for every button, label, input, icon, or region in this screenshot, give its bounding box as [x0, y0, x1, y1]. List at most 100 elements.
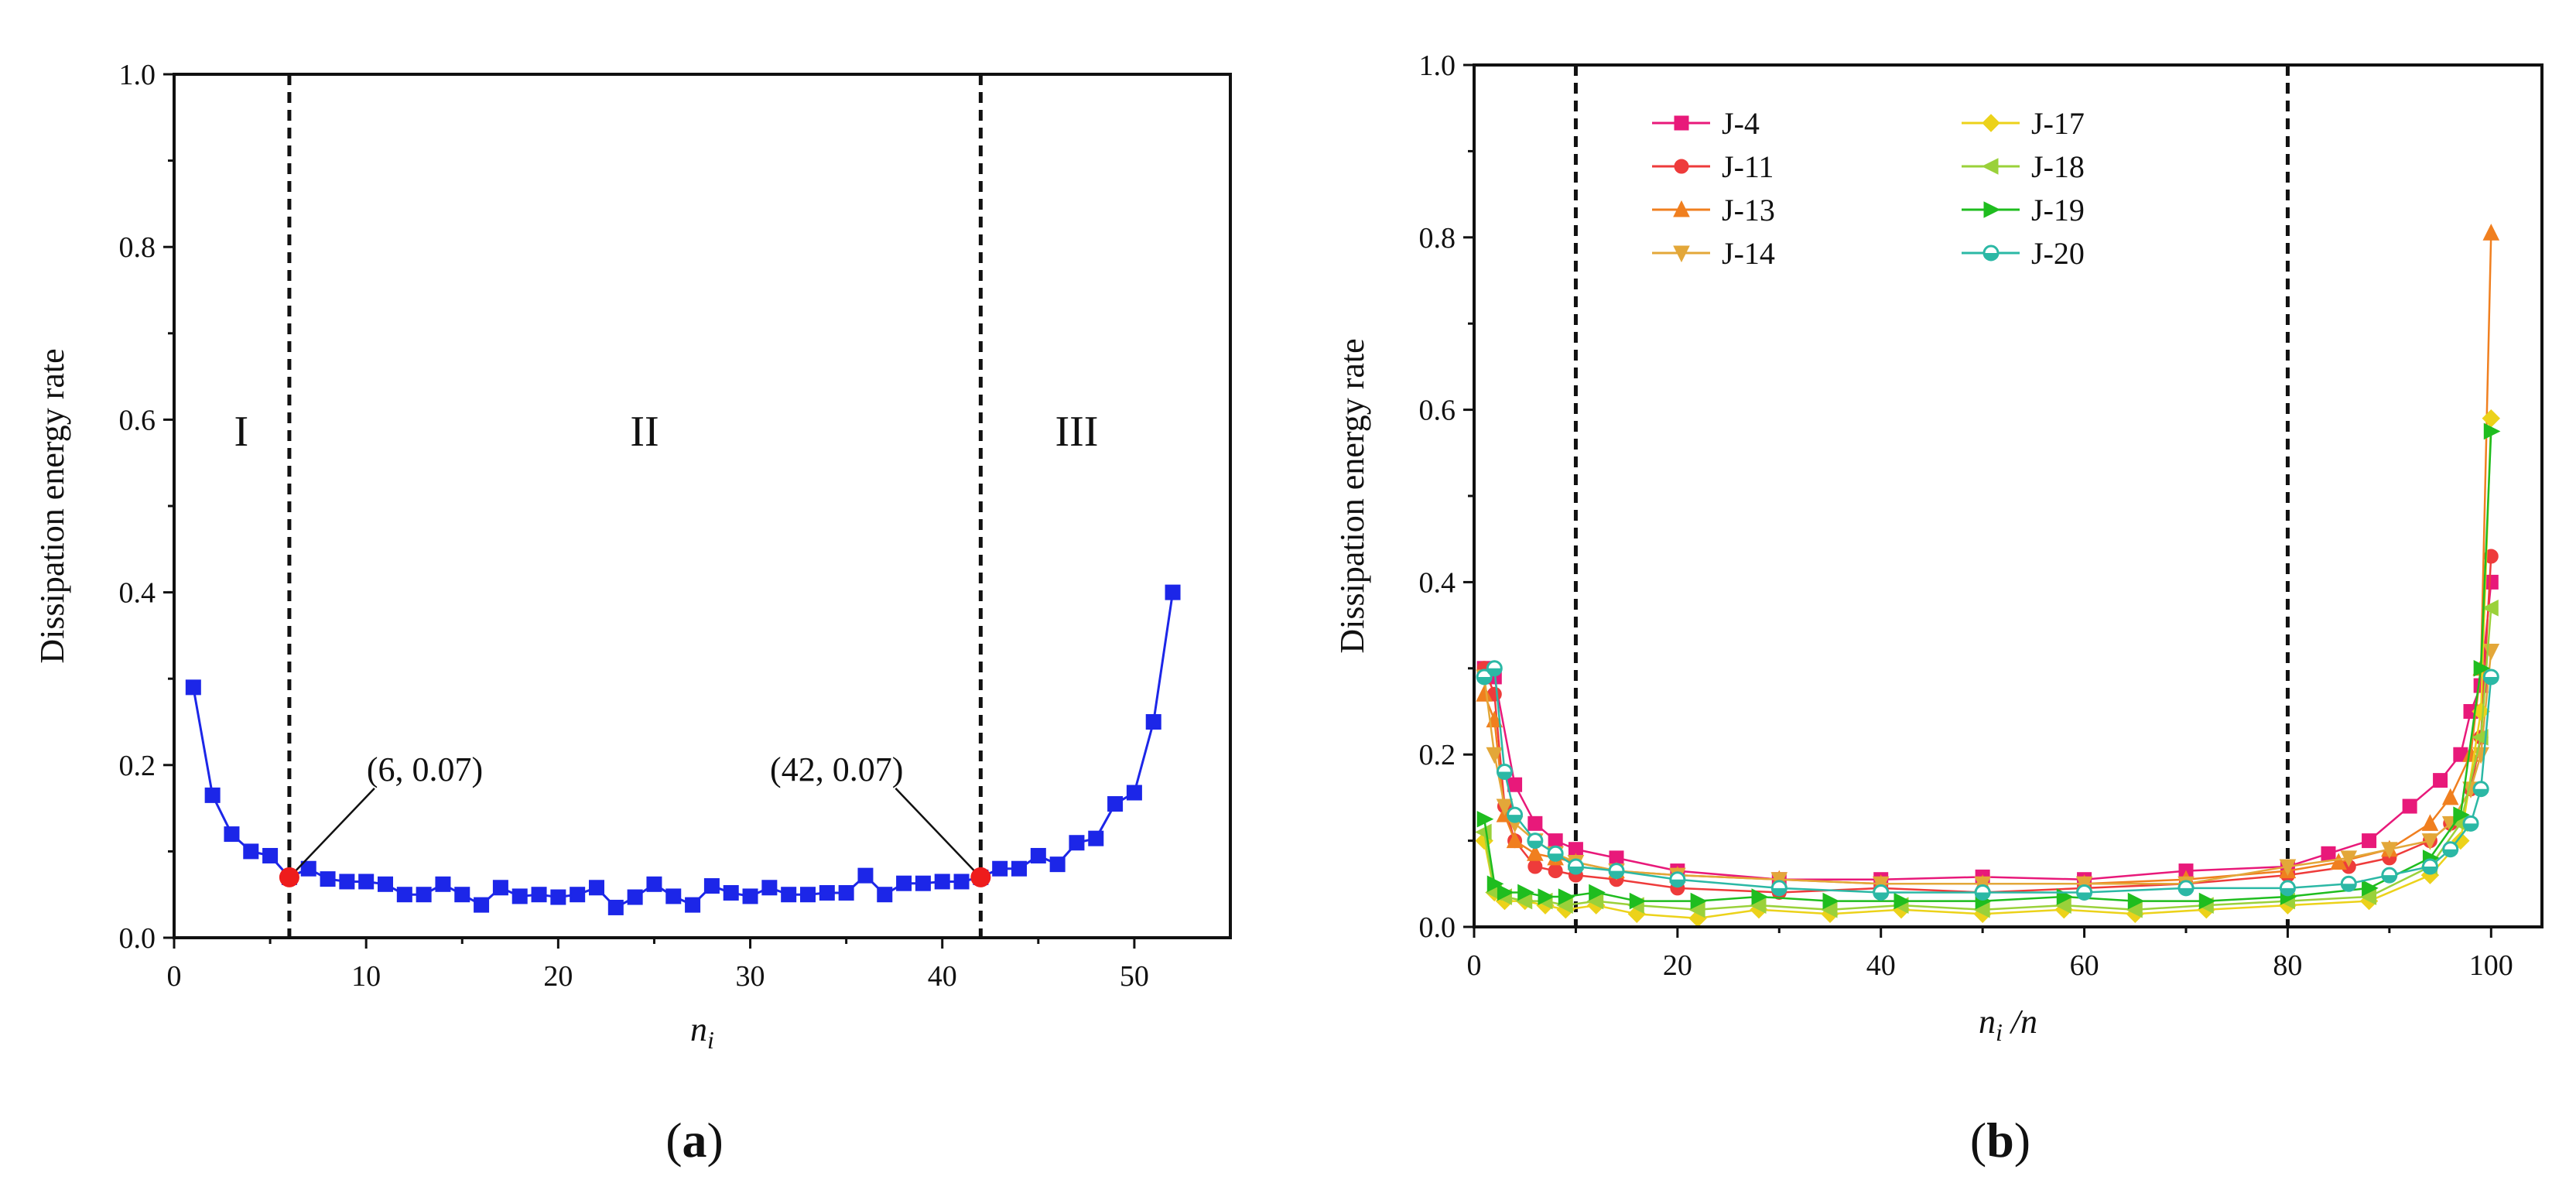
y-tick-label: 0.2: [119, 750, 156, 782]
panel-letter-a: a: [682, 1113, 707, 1168]
x-axis-label-a: ni: [690, 1010, 714, 1054]
data-point: [511, 888, 528, 904]
data-point: [2362, 833, 2377, 849]
data-point: [1751, 888, 1769, 905]
data-point: [761, 880, 778, 896]
legend-label: J-14: [1722, 236, 1775, 271]
data-point: [781, 887, 797, 903]
x-axis-label-subscript-a: i: [707, 1026, 714, 1054]
series-b: [1475, 224, 2501, 928]
data-point: [2453, 806, 2470, 823]
data-point-fill: [2179, 887, 2193, 895]
data-point: [2482, 224, 2500, 241]
data-point: [665, 888, 682, 904]
data-point: [492, 880, 508, 896]
y-tick-label: 0.0: [1419, 911, 1456, 944]
y-tick-label: 0.4: [119, 577, 156, 610]
data-point: [1107, 796, 1124, 812]
chart-panel-a: 0 10 20 30 40 500.00.20.40.60.81.0 I II III(6, …: [33, 59, 1232, 1168]
data-point: [992, 860, 1008, 877]
data-point: [1894, 892, 1911, 910]
x-tick-label: 50: [1120, 960, 1149, 993]
y-axis-label-b: Dissipation energy rate: [1333, 338, 1371, 653]
highlight-point: [279, 867, 299, 887]
data-point: [2381, 842, 2398, 859]
data-point: [1011, 860, 1027, 877]
legend-item: J-11: [1652, 149, 1774, 184]
data-point: [1476, 810, 1494, 828]
data-point-fill: [1497, 771, 1512, 779]
data-point: [1673, 245, 1690, 263]
legend-label: J-4: [1722, 106, 1760, 141]
data-point-fill: [1569, 867, 1583, 874]
data-point: [1822, 892, 1840, 910]
data-point: [224, 826, 240, 843]
data-point: [1165, 584, 1181, 600]
x-tick-label: 30: [736, 960, 765, 993]
data-point: [1486, 875, 1504, 893]
data-point: [1486, 747, 1504, 764]
series-j-17: [1475, 409, 2500, 928]
x-axis-label-base-b: n: [1979, 1003, 1996, 1041]
legend-item: J-14: [1652, 236, 1775, 271]
series-line: [1483, 418, 2492, 920]
region-dividers-b: [1573, 65, 2290, 927]
series-a: [185, 584, 1181, 915]
data-point: [2421, 833, 2439, 850]
data-point: [2362, 880, 2379, 897]
legend-item: J-4: [1652, 106, 1760, 141]
data-point-fill: [1487, 668, 1502, 675]
data-point: [819, 884, 835, 901]
y-tick-label: 0.2: [1419, 739, 1456, 771]
data-point: [589, 880, 604, 896]
x-tick-label: 60: [2070, 949, 2099, 982]
annotation-leader-line: [895, 788, 977, 874]
series-j-11: [1476, 549, 2499, 900]
data-point: [1527, 844, 1544, 861]
annotation-leader-line: [293, 788, 375, 874]
data-point-fill: [2382, 875, 2396, 883]
data-point: [1527, 815, 1543, 831]
data-point-fill: [2342, 884, 2356, 891]
data-point-fill: [2443, 849, 2458, 856]
data-point: [1030, 847, 1046, 863]
data-point: [838, 884, 854, 901]
legend-label: J-19: [2031, 193, 2085, 227]
series-j-20: [1476, 660, 2499, 901]
data-point: [358, 874, 375, 890]
data-point: [531, 887, 547, 903]
plot-frame-b: [1473, 63, 2544, 928]
x-tick-label: 0: [167, 960, 182, 993]
annotation-label: (42, 0.07): [770, 750, 903, 788]
data-point: [1983, 201, 2001, 218]
data-point: [1589, 884, 1606, 901]
data-point: [1507, 777, 1523, 792]
data-point: [915, 875, 931, 891]
x-tick-label: 10: [351, 960, 381, 993]
data-point-fill: [2484, 676, 2499, 684]
data-point-fill: [1670, 879, 1685, 887]
y-tick-label: 0.8: [119, 231, 156, 264]
series-line: [1483, 233, 2492, 885]
data-point-fill: [1610, 870, 1623, 878]
data-point: [2472, 729, 2489, 746]
annotation-label: (6, 0.07): [367, 750, 483, 788]
data-point: [2482, 600, 2499, 617]
data-point: [607, 899, 624, 915]
series-line: [1483, 431, 2492, 902]
series-line-dissipation: [192, 592, 1175, 909]
data-point: [185, 679, 201, 696]
data-point: [320, 871, 336, 887]
data-point: [1548, 863, 1563, 879]
panel-label-b: (b): [1970, 1113, 2030, 1168]
data-point: [396, 887, 412, 903]
region-label: II: [630, 408, 659, 456]
panel-letter-b: b: [1986, 1113, 2014, 1168]
data-point: [703, 878, 720, 894]
legend-label: J-18: [2031, 149, 2085, 184]
data-point: [1496, 798, 1514, 816]
data-point: [1145, 714, 1161, 730]
axis-ticks-b: 0 20 40 60 80 100 0.0 0.2 0.4 0.6 0.8 1.0: [1419, 50, 2513, 982]
data-point-fill: [2464, 823, 2478, 831]
data-point-fill: [1477, 676, 1492, 684]
